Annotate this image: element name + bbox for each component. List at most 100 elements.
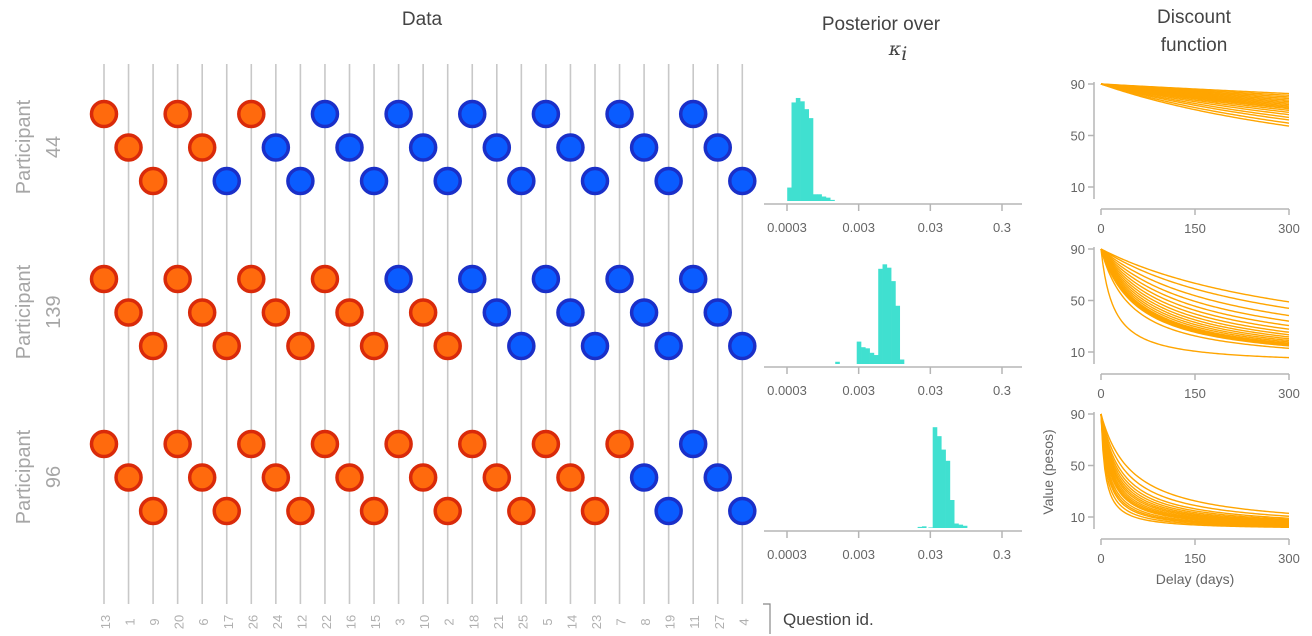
discount-curve [1100,83,1290,127]
question-id-label: 19 [663,615,678,629]
discount-curve [1100,248,1290,327]
immediate-choice-marker [114,133,143,162]
x-tick-label: 0.03 [918,383,943,398]
delayed-choice-marker [654,496,683,526]
discount-title-line1: Discount [1157,7,1232,28]
y-tick-label: 90 [1071,77,1085,92]
question-id-label: 22 [319,615,334,629]
immediate-choice-marker [212,496,241,526]
delayed-choice-marker [629,463,659,492]
discount-curve [1100,83,1290,121]
posterior-bar [813,194,818,201]
data-title: Data [402,9,443,30]
question-id-label: 24 [270,615,285,629]
discount-curve [1100,413,1290,528]
immediate-choice-marker [458,429,487,459]
immediate-choice-marker [433,496,462,526]
posterior-bar [954,523,959,528]
delayed-choice-marker [654,166,683,196]
delayed-choice-marker [556,298,585,327]
discount-curve [1100,248,1290,303]
immediate-choice-marker [531,429,561,459]
delayed-choice-marker [507,166,536,196]
delayed-choice-marker [482,133,512,162]
immediate-choice-marker [187,133,217,162]
participant-number: 44 [43,136,65,158]
posterior-bar [861,347,866,364]
x-tick-label: 0.003 [842,383,875,398]
delayed-choice-marker [359,166,389,196]
delayed-choice-marker [678,264,708,294]
immediate-choice-marker [286,331,315,361]
posterior-bar [958,524,964,528]
y-tick-label: 10 [1071,345,1085,360]
x-tick-label: 0.3 [993,383,1011,398]
discount-curve [1100,413,1290,524]
immediate-choice-marker [163,429,192,459]
x-tick-label: 0.0003 [767,383,807,398]
immediate-choice-marker [138,331,168,361]
posterior-panel-139: 0.0003 0.003 0.03 0.3 [764,264,1022,398]
immediate-choice-marker [556,463,585,492]
y-tick-label: 90 [1071,407,1085,422]
posterior-bar [949,500,955,528]
discount-curve [1100,248,1290,336]
question-id-label: 16 [344,615,359,629]
immediate-choice-marker [507,496,536,526]
discount-curve [1100,413,1290,523]
immediate-choice-marker [114,298,143,327]
question-id-label: 6 [196,618,211,625]
question-id-label: 25 [515,615,530,629]
posterior-bar [886,267,892,364]
immediate-choice-marker [359,496,389,526]
discount-curve [1100,248,1290,340]
delayed-choice-marker [629,298,659,327]
x-tick-label: 0 [1097,386,1104,401]
x-tick-label: 0 [1097,221,1104,236]
discount-curve [1100,248,1290,359]
delayed-choice-marker [580,166,610,196]
posterior-bar [835,361,840,364]
question-id-label: 8 [638,618,653,625]
immediate-choice-marker [187,298,217,327]
y-tick-label: 10 [1071,510,1085,525]
delayed-choice-marker [482,298,512,327]
immediate-choice-marker [89,99,119,129]
immediate-choice-marker [114,463,143,492]
delayed-choice-marker [728,496,757,526]
participant-labels: Participant 44 Participant 139 Participant 96 [13,99,65,524]
x-tick-label: 0.0003 [767,547,807,562]
participant-label-96: Participant 96 [13,429,65,524]
delayed-choice-marker [384,264,413,294]
posterior-bar [962,525,968,528]
delayed-choice-marker [605,264,634,294]
y-tick-label: 50 [1071,459,1085,474]
posterior-bar [895,305,901,364]
delayed-choice-marker [458,264,487,294]
posterior-bar [817,194,822,201]
posterior-bar [873,355,879,364]
immediate-choice-marker [310,429,340,459]
discount-panel-96: 10 50 90 0 150 300 [1071,407,1300,566]
posterior-bar [878,268,883,364]
posterior-bar [941,449,946,528]
posterior-bar [804,109,810,201]
x-tick-label: 0.003 [842,547,875,562]
posterior-bar [891,281,896,364]
posterior-bar [899,359,905,364]
immediate-choice-marker [286,496,315,526]
delayed-choice-marker [384,99,413,129]
immediate-choice-marker [359,331,389,361]
x-tick-label: 0.3 [993,220,1011,235]
question-id-label: 4 [736,618,751,625]
discount-curve [1100,248,1290,322]
delayed-choice-marker [433,166,462,196]
delayed-choice-marker [678,99,708,129]
posterior-bar [856,341,862,364]
question-id-axis-label: Question id. [783,610,874,629]
discount-panel-44: 10 50 90 0 150 300 [1071,77,1300,236]
posterior-bar [825,197,831,201]
question-id-label: 17 [221,615,236,629]
discount-curve [1100,413,1290,519]
delayed-choice-marker [286,166,315,196]
